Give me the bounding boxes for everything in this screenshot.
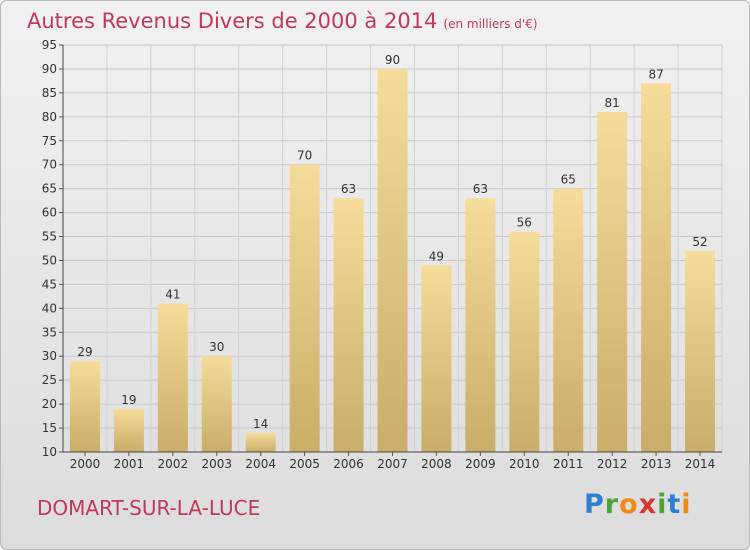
x-tick-label: 2002 bbox=[158, 457, 189, 471]
y-tick-label: 85 bbox=[42, 86, 57, 100]
y-tick-label: 20 bbox=[42, 397, 57, 411]
x-tick-label: 2006 bbox=[333, 457, 364, 471]
x-tick-label: 2009 bbox=[465, 457, 496, 471]
chart-title-text: Autres Revenus Divers de 2000 à 2014 bbox=[27, 9, 438, 33]
x-tick-label: 2001 bbox=[114, 457, 145, 471]
y-tick-label: 55 bbox=[42, 230, 57, 244]
data-label: 65 bbox=[561, 173, 576, 187]
y-tick-label: 75 bbox=[42, 134, 57, 148]
data-label: 63 bbox=[341, 182, 356, 196]
y-tick-label: 70 bbox=[42, 158, 57, 172]
y-tick-label: 45 bbox=[42, 277, 57, 291]
x-tick-label: 2003 bbox=[201, 457, 232, 471]
data-label: 52 bbox=[692, 235, 707, 249]
y-tick-label: 40 bbox=[42, 301, 57, 315]
y-tick-label: 60 bbox=[42, 206, 57, 220]
data-label: 56 bbox=[517, 216, 532, 230]
y-tick-label: 25 bbox=[42, 373, 57, 387]
bar bbox=[201, 356, 232, 452]
bar bbox=[69, 361, 100, 452]
data-label: 81 bbox=[605, 96, 620, 110]
y-tick-label: 50 bbox=[42, 253, 57, 267]
location-label: DOMART-SUR-LA-LUCE bbox=[37, 496, 261, 520]
x-tick-label: 2014 bbox=[685, 457, 716, 471]
data-label: 90 bbox=[385, 53, 400, 67]
y-tick-label: 15 bbox=[42, 421, 57, 435]
bar bbox=[113, 408, 144, 452]
data-label: 70 bbox=[297, 149, 312, 163]
x-tick-label: 2007 bbox=[377, 457, 408, 471]
data-label: 19 bbox=[121, 393, 136, 407]
bar bbox=[509, 231, 540, 452]
data-label: 30 bbox=[209, 340, 224, 354]
chart-title-unit: (en milliers d'€) bbox=[443, 17, 538, 31]
y-tick-label: 95 bbox=[42, 38, 57, 52]
bar bbox=[421, 265, 452, 452]
x-tick-label: 2005 bbox=[289, 457, 320, 471]
x-tick-label: 2004 bbox=[245, 457, 276, 471]
y-tick-label: 30 bbox=[42, 349, 57, 363]
axes: 10 15 20 25 30 35 40 45 50 55 60 65 70 75 80 85 90 95 2000… bbox=[42, 38, 722, 471]
bar bbox=[553, 188, 584, 452]
chart-title: Autres Revenus Divers de 2000 à 2014 (en … bbox=[27, 9, 538, 33]
data-label: 87 bbox=[648, 67, 663, 81]
x-tick-label: 2000 bbox=[70, 457, 101, 471]
bar bbox=[245, 432, 276, 452]
bar bbox=[289, 164, 320, 453]
bar bbox=[685, 250, 716, 452]
bar bbox=[157, 303, 188, 452]
data-label: 49 bbox=[429, 249, 444, 263]
y-tick-label: 65 bbox=[42, 182, 57, 196]
proxiti-logo: Proxiti bbox=[584, 489, 692, 520]
bars: 29 19 41 30 14 70 63 90 49 63 56 65 81 87 52 bbox=[69, 53, 716, 453]
x-tick-label: 2012 bbox=[597, 457, 628, 471]
x-tick-label: 2008 bbox=[421, 457, 452, 471]
bar bbox=[597, 112, 628, 453]
bar bbox=[377, 68, 408, 453]
x-tick-label: 2010 bbox=[509, 457, 540, 471]
y-tick-label: 80 bbox=[42, 110, 57, 124]
data-label: 14 bbox=[253, 417, 268, 431]
y-tick-label: 90 bbox=[42, 62, 57, 76]
bar bbox=[465, 198, 496, 452]
y-tick-label: 10 bbox=[42, 445, 57, 459]
y-tick-label: 35 bbox=[42, 325, 57, 339]
data-label: 41 bbox=[165, 288, 180, 302]
x-tick-label: 2011 bbox=[553, 457, 584, 471]
x-tick-label: 2013 bbox=[641, 457, 672, 471]
bar bbox=[641, 83, 672, 453]
data-label: 63 bbox=[473, 182, 488, 196]
data-label: 29 bbox=[77, 345, 92, 359]
bar bbox=[333, 198, 364, 452]
